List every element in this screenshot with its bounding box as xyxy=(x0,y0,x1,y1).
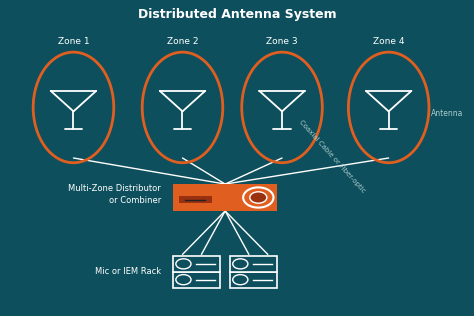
Bar xyxy=(179,196,212,203)
Bar xyxy=(230,256,277,272)
Text: Multi-Zone Distributor
or Combiner: Multi-Zone Distributor or Combiner xyxy=(68,184,161,205)
Bar xyxy=(230,272,277,288)
Text: Distributed Antenna System: Distributed Antenna System xyxy=(137,8,337,21)
Text: Zone 2: Zone 2 xyxy=(167,37,198,46)
Bar xyxy=(173,256,220,272)
Circle shape xyxy=(250,192,267,203)
Bar xyxy=(173,272,220,288)
Circle shape xyxy=(243,187,273,208)
Text: Mic or IEM Rack: Mic or IEM Rack xyxy=(95,267,161,276)
Text: Zone 1: Zone 1 xyxy=(58,37,89,46)
Text: Zone 3: Zone 3 xyxy=(266,37,298,46)
Text: Antenna: Antenna xyxy=(431,109,464,118)
Bar xyxy=(173,184,277,211)
Text: Coaxial Cable or Fiber-optic: Coaxial Cable or Fiber-optic xyxy=(298,119,366,194)
Text: Zone 4: Zone 4 xyxy=(373,37,404,46)
